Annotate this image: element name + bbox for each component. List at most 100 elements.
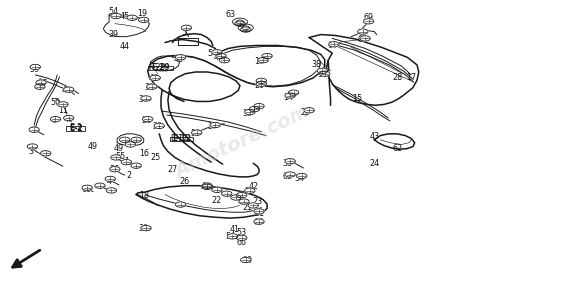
Circle shape	[30, 64, 40, 70]
Circle shape	[235, 21, 245, 26]
Text: 6: 6	[51, 115, 56, 125]
Circle shape	[212, 50, 222, 55]
Text: 11: 11	[58, 106, 68, 115]
Text: 28: 28	[392, 73, 402, 82]
Text: 16: 16	[139, 149, 149, 158]
Text: 2: 2	[126, 170, 131, 180]
Text: 46: 46	[214, 53, 224, 62]
Text: 56: 56	[110, 165, 120, 174]
Text: 12: 12	[317, 70, 328, 79]
Circle shape	[219, 57, 229, 63]
Circle shape	[285, 159, 295, 164]
Circle shape	[216, 54, 226, 59]
Circle shape	[40, 151, 51, 156]
Text: 59: 59	[29, 65, 39, 73]
Text: 60: 60	[81, 185, 91, 194]
Text: 58: 58	[191, 129, 201, 138]
Circle shape	[106, 188, 117, 193]
Text: 4: 4	[106, 177, 112, 186]
Circle shape	[150, 75, 161, 81]
Text: 13: 13	[243, 24, 253, 33]
Circle shape	[125, 142, 136, 147]
Text: E-2: E-2	[69, 123, 82, 133]
Text: 27: 27	[168, 165, 177, 174]
Text: 53: 53	[244, 187, 255, 196]
Circle shape	[320, 71, 330, 76]
Text: 21: 21	[242, 203, 253, 212]
Circle shape	[191, 130, 202, 135]
Text: 54: 54	[208, 49, 218, 58]
Text: 36: 36	[139, 95, 149, 104]
Text: 14: 14	[283, 93, 293, 102]
Text: 21: 21	[141, 115, 151, 125]
Circle shape	[210, 122, 220, 128]
Text: 33: 33	[283, 159, 293, 168]
Circle shape	[127, 15, 138, 20]
Circle shape	[58, 102, 68, 107]
Circle shape	[212, 187, 222, 192]
Circle shape	[248, 203, 258, 208]
Text: 46: 46	[201, 183, 210, 192]
Text: 63: 63	[225, 10, 235, 19]
Text: E-2: E-2	[69, 124, 83, 133]
Text: E-12: E-12	[172, 134, 191, 143]
Circle shape	[244, 188, 255, 193]
Text: 57: 57	[37, 79, 47, 88]
Text: 48: 48	[173, 54, 183, 64]
Text: 64: 64	[327, 41, 337, 50]
Circle shape	[254, 104, 264, 109]
Circle shape	[36, 80, 46, 85]
Circle shape	[288, 90, 299, 95]
Text: 41: 41	[229, 225, 239, 234]
Circle shape	[82, 185, 92, 190]
Circle shape	[64, 87, 74, 92]
Circle shape	[256, 81, 266, 86]
Circle shape	[254, 219, 264, 224]
Text: 41: 41	[237, 191, 247, 200]
Circle shape	[29, 127, 39, 132]
Circle shape	[111, 155, 121, 160]
Text: 53: 53	[236, 228, 247, 237]
Text: 20: 20	[254, 81, 264, 90]
Circle shape	[139, 17, 149, 22]
Text: 7: 7	[32, 126, 36, 135]
Circle shape	[236, 192, 247, 198]
Text: 61: 61	[254, 209, 264, 218]
Circle shape	[131, 137, 142, 142]
Circle shape	[239, 199, 249, 204]
Circle shape	[35, 84, 45, 89]
Text: 65: 65	[283, 172, 293, 181]
Text: 67: 67	[254, 218, 264, 227]
Circle shape	[364, 19, 374, 24]
Circle shape	[285, 172, 295, 177]
Circle shape	[249, 107, 260, 112]
Text: 34: 34	[294, 173, 305, 183]
Circle shape	[111, 13, 121, 19]
Circle shape	[202, 183, 212, 188]
Circle shape	[141, 226, 151, 231]
Circle shape	[131, 163, 142, 168]
Circle shape	[105, 176, 116, 181]
Text: 17: 17	[406, 73, 416, 82]
Circle shape	[27, 144, 38, 149]
Text: E-12: E-12	[171, 134, 188, 143]
Circle shape	[147, 84, 157, 89]
Circle shape	[64, 115, 74, 120]
Text: 44: 44	[120, 42, 129, 51]
Text: 24: 24	[369, 159, 379, 168]
Circle shape	[221, 191, 232, 196]
Circle shape	[262, 54, 272, 59]
Text: 39: 39	[108, 30, 118, 39]
Circle shape	[181, 25, 191, 30]
Text: 37: 37	[208, 122, 218, 131]
Circle shape	[202, 184, 212, 189]
Text: 40: 40	[64, 115, 74, 124]
Text: Amotore.com: Amotore.com	[172, 102, 313, 182]
Text: 49: 49	[88, 142, 98, 151]
Circle shape	[240, 257, 251, 263]
Circle shape	[154, 123, 165, 128]
Circle shape	[232, 18, 247, 26]
Text: 15: 15	[352, 94, 362, 103]
Circle shape	[120, 137, 130, 142]
Text: 23: 23	[153, 122, 162, 131]
